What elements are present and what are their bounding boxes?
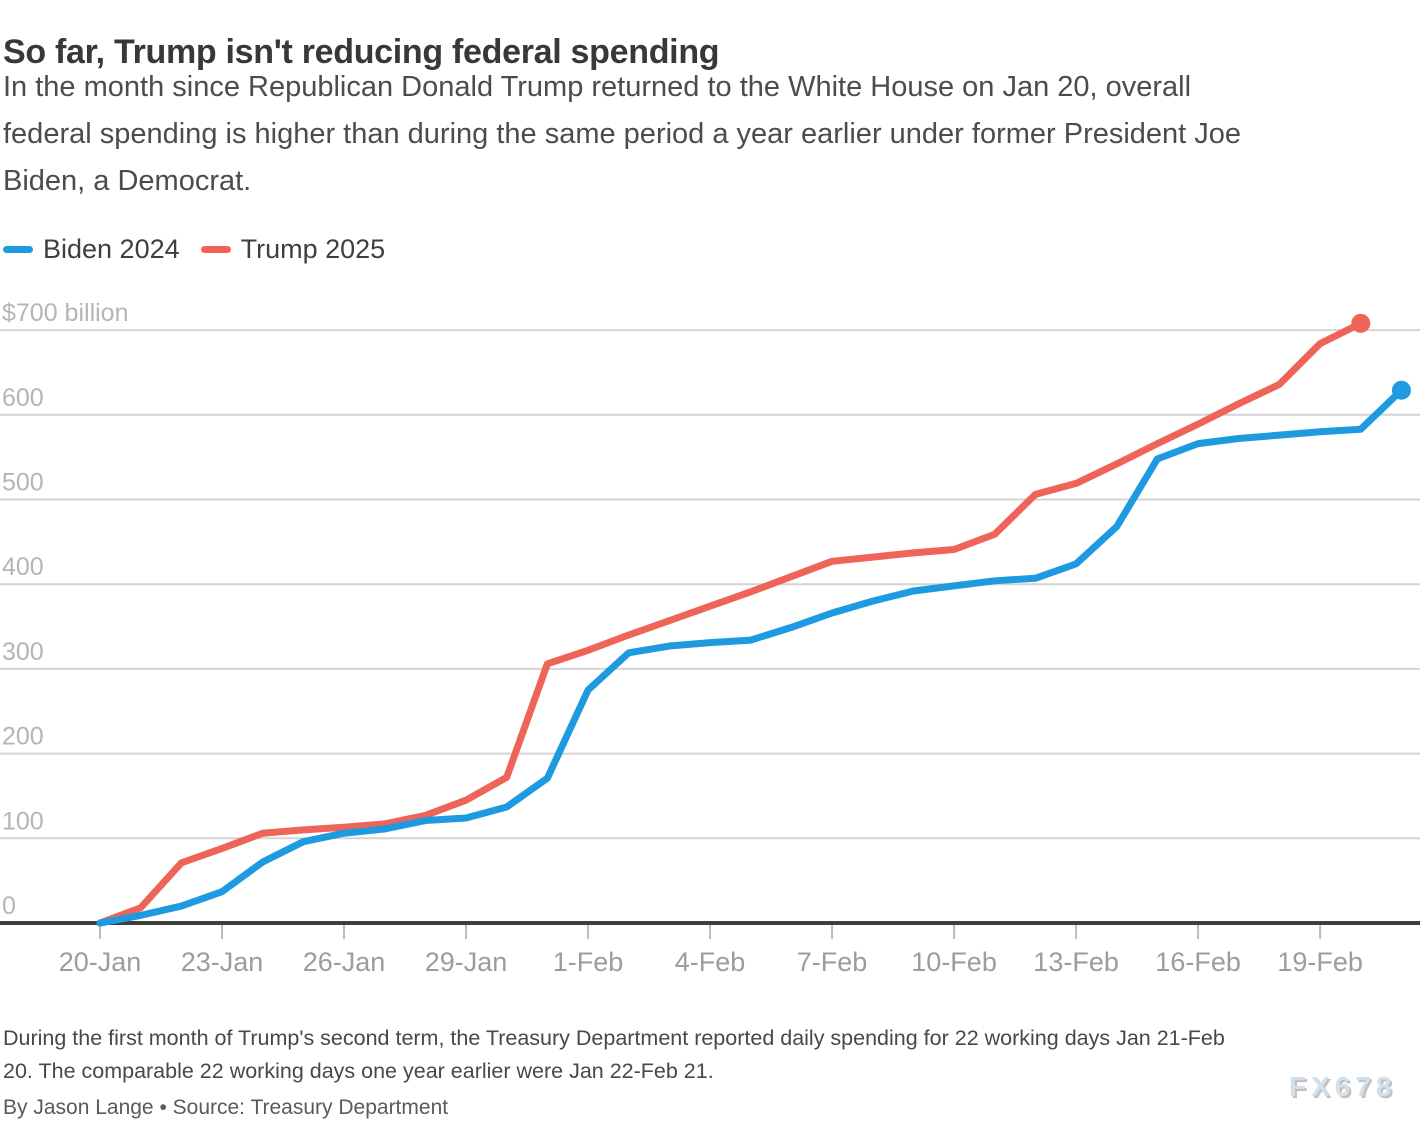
series-line-biden-2024 [96, 386, 1405, 927]
legend-dash-trump-icon [200, 246, 231, 253]
y-tick-label: 300 [2, 638, 44, 666]
x-tick-label: 4-Feb [675, 947, 746, 977]
footnote: During the first month of Trump's second… [3, 1022, 1413, 1088]
x-tick-label: 29-Jan [425, 947, 508, 977]
chart-title: So far, Trump isn't reducing federal spe… [3, 32, 720, 71]
legend-label-biden: Biden 2024 [43, 234, 180, 264]
series-end-dot-biden-2024 [1391, 380, 1411, 400]
x-tick-label: 19-Feb [1277, 947, 1363, 977]
subtitle-line-2: federal spending is higher than during t… [3, 118, 1242, 150]
legend: Biden 2024 Trump 2025 [3, 234, 385, 265]
y-tick-label: 600 [2, 384, 44, 412]
chart-subtitle: In the month since Republican Donald Tru… [3, 64, 1413, 205]
x-tick-label: 26-Jan [303, 947, 386, 977]
series-line-trump-2025 [96, 319, 1365, 927]
x-tick-label: 10-Feb [911, 947, 997, 977]
x-tick-label: 16-Feb [1155, 947, 1241, 977]
x-tick-label: 20-Jan [59, 947, 142, 977]
y-tick-label: 0 [2, 892, 16, 920]
subtitle-line-1: In the month since Republican Donald Tru… [3, 71, 1192, 103]
x-tick-label: 7-Feb [797, 947, 868, 977]
series-end-dot-trump-2025 [1351, 313, 1371, 333]
legend-item-biden: Biden 2024 [3, 234, 180, 265]
y-tick-label: $700 billion [2, 299, 129, 327]
legend-label-trump: Trump 2025 [240, 234, 386, 264]
legend-dash-biden-icon [3, 246, 33, 253]
y-tick-label: 500 [2, 469, 44, 497]
footnote-line-1: During the first month of Trump's second… [3, 1026, 1225, 1050]
legend-item-trump: Trump 2025 [200, 234, 386, 265]
y-tick-label: 200 [2, 723, 44, 751]
x-tick-label: 13-Feb [1033, 947, 1119, 977]
y-tick-label: 400 [2, 553, 44, 581]
footnote-line-2: 20. The comparable 22 working days one y… [3, 1059, 714, 1083]
watermark: FX678 [1289, 1071, 1397, 1102]
x-tick-label: 23-Jan [181, 947, 264, 977]
byline: By Jason Lange • Source: Treasury Depart… [3, 1096, 449, 1119]
x-tick-label: 1-Feb [553, 947, 624, 977]
y-tick-label: 100 [2, 807, 44, 835]
subtitle-line-3: Biden, a Democrat. [3, 165, 252, 197]
